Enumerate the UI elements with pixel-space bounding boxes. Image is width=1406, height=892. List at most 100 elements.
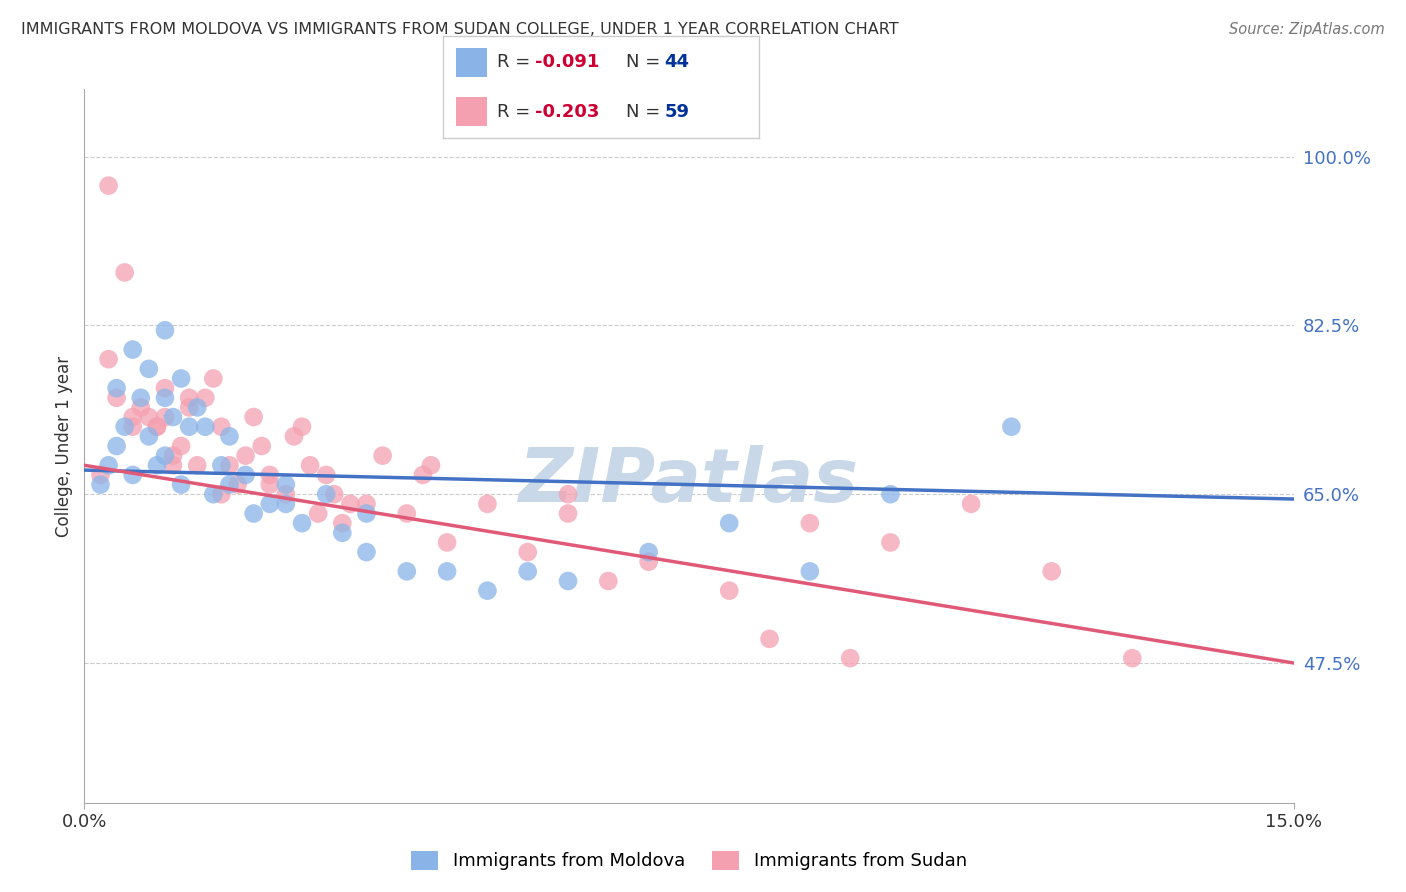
Point (259, 467, 281, 482)
Point (202, 487, 225, 501)
Point (412, 467, 434, 482)
Point (114, 265, 136, 279)
Point (323, 487, 346, 501)
Bar (456, 48, 486, 77)
Point (718, 583, 741, 598)
Y-axis label: College, Under 1 year: College, Under 1 year (55, 355, 73, 537)
Point (179, 419, 201, 434)
Point (153, 381, 176, 395)
Point (291, 419, 314, 434)
Point (718, 516, 741, 530)
Point (97, 178, 120, 193)
Point (202, 371, 225, 385)
Point (315, 467, 337, 482)
Legend: Immigrants from Moldova, Immigrants from Sudan: Immigrants from Moldova, Immigrants from… (402, 842, 976, 880)
Point (153, 391, 176, 405)
Point (477, 497, 499, 511)
Point (186, 458, 208, 473)
Point (146, 458, 169, 473)
Point (879, 535, 901, 549)
Point (516, 545, 538, 559)
Point (516, 565, 538, 579)
Point (162, 458, 184, 473)
Point (436, 535, 458, 549)
Point (129, 401, 152, 415)
Text: N =: N = (627, 54, 666, 71)
Point (242, 507, 264, 521)
Text: Source: ZipAtlas.com: Source: ZipAtlas.com (1229, 22, 1385, 37)
Point (879, 487, 901, 501)
Point (121, 467, 143, 482)
Point (557, 487, 579, 501)
Text: IMMIGRANTS FROM MOLDOVA VS IMMIGRANTS FROM SUDAN COLLEGE, UNDER 1 YEAR CORRELATI: IMMIGRANTS FROM MOLDOVA VS IMMIGRANTS FR… (21, 22, 898, 37)
Point (138, 362, 160, 376)
Point (274, 497, 297, 511)
Text: N =: N = (627, 103, 666, 120)
Point (121, 410, 143, 425)
Point (259, 477, 281, 491)
Point (250, 439, 273, 453)
Point (315, 487, 337, 501)
Point (436, 565, 458, 579)
Point (209, 487, 232, 501)
Text: R =: R = (496, 54, 536, 71)
Point (153, 410, 176, 425)
Point (129, 391, 152, 405)
Point (637, 545, 659, 559)
Point (274, 477, 297, 491)
Point (162, 410, 184, 425)
Point (105, 439, 128, 453)
Point (226, 477, 249, 491)
Point (162, 449, 184, 463)
Point (758, 632, 780, 646)
Point (557, 507, 579, 521)
Point (371, 449, 394, 463)
Point (637, 555, 659, 569)
Point (89, 477, 111, 491)
Point (420, 458, 443, 473)
Point (1040, 565, 1063, 579)
Point (186, 401, 208, 415)
Point (97, 458, 120, 473)
Text: 44: 44 (665, 54, 689, 71)
Point (395, 507, 418, 521)
Point (330, 525, 353, 540)
Text: -0.091: -0.091 (534, 54, 599, 71)
Point (274, 487, 297, 501)
Text: -0.203: -0.203 (534, 103, 599, 120)
Point (97, 352, 120, 367)
Point (356, 497, 378, 511)
Point (598, 574, 620, 588)
Point (218, 429, 240, 443)
Point (170, 477, 193, 491)
Point (356, 545, 378, 559)
Point (960, 497, 983, 511)
Point (1121, 651, 1143, 665)
Point (356, 507, 378, 521)
Point (153, 323, 176, 337)
Point (1000, 419, 1022, 434)
Point (218, 477, 240, 491)
Point (218, 458, 240, 473)
Point (105, 391, 128, 405)
Point (146, 419, 169, 434)
Point (283, 429, 305, 443)
Text: 59: 59 (665, 103, 689, 120)
Point (339, 497, 361, 511)
Point (299, 458, 322, 473)
Point (138, 410, 160, 425)
Point (179, 401, 201, 415)
Point (194, 419, 217, 434)
Point (291, 516, 314, 530)
Point (153, 449, 176, 463)
Point (105, 381, 128, 395)
Point (89, 467, 111, 482)
Point (839, 651, 862, 665)
Point (235, 467, 257, 482)
Point (170, 439, 193, 453)
Point (799, 516, 821, 530)
Bar (456, 97, 486, 126)
Point (242, 410, 264, 425)
Text: R =: R = (496, 103, 536, 120)
Point (209, 458, 232, 473)
